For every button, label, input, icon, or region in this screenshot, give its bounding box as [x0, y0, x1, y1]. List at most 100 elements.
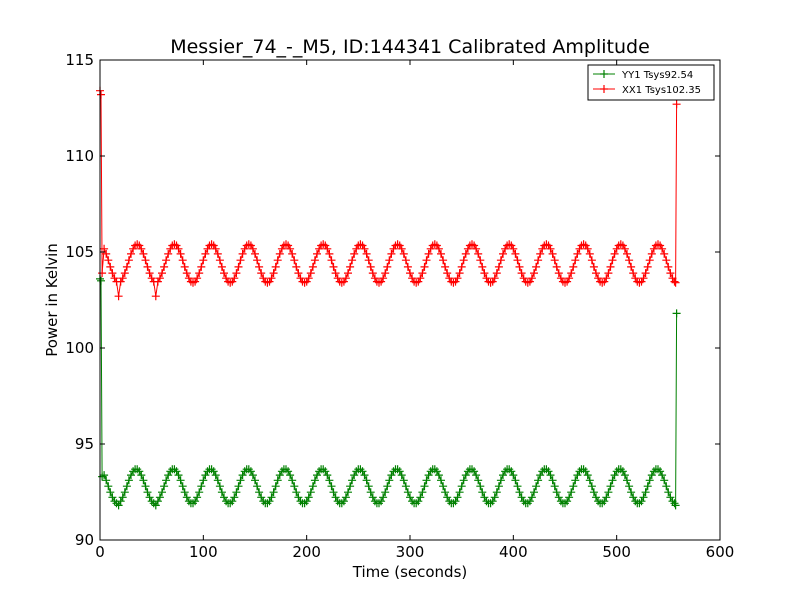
data-point-1-106 — [313, 249, 321, 258]
data-point-1-138 — [379, 274, 388, 283]
data-point-1-168 — [441, 262, 450, 271]
data-point-0-70 — [238, 471, 247, 480]
data-point-1-147 — [397, 244, 406, 253]
data-point-0-168 — [441, 488, 450, 497]
data-point-1-2 — [98, 269, 107, 278]
data-point-0-24 — [143, 488, 152, 497]
data-point-1-43 — [182, 269, 191, 278]
data-point-1-115 — [331, 269, 340, 278]
data-point-1-133 — [368, 269, 377, 278]
data-point-0-218 — [544, 467, 553, 476]
plot-area — [96, 86, 681, 510]
data-point-1-281 — [672, 100, 681, 109]
data-point-0-214 — [536, 471, 545, 480]
data-point-1-25 — [145, 269, 154, 278]
x-tick-label: 100 — [189, 543, 218, 561]
data-point-1-125 — [352, 244, 361, 253]
data-point-1-268 — [647, 249, 656, 258]
data-point-1-123 — [348, 256, 357, 265]
data-point-1-142 — [387, 249, 396, 258]
data-point-0-68 — [234, 482, 243, 491]
data-point-1-130 — [362, 249, 371, 258]
data-point-0-94 — [288, 476, 297, 485]
data-point-1-159 — [422, 256, 431, 265]
data-point-1-214 — [536, 249, 545, 258]
data-point-1-68 — [234, 262, 243, 271]
data-point-1-16 — [127, 249, 135, 258]
legend-marker-0 — [600, 70, 608, 78]
data-point-0-155 — [414, 497, 423, 506]
data-point-1-114 — [329, 262, 338, 271]
data-point-0-202 — [511, 476, 520, 485]
data-point-0-38 — [172, 467, 181, 476]
data-point-1-56 — [209, 241, 218, 250]
data-point-1-267 — [645, 256, 654, 265]
data-point-0-274 — [660, 476, 669, 485]
data-point-0-58 — [213, 476, 222, 485]
data-point-1-61 — [220, 269, 228, 278]
data-point-1-134 — [370, 274, 379, 283]
data-point-1-96 — [292, 262, 301, 271]
data-point-1-257 — [625, 256, 634, 265]
data-point-1-212 — [532, 262, 541, 271]
data-point-0-228 — [565, 493, 574, 502]
x-tick-label: 400 — [499, 543, 528, 561]
data-point-1-4 — [102, 249, 111, 258]
data-point-1-269 — [649, 244, 658, 253]
data-point-1-78 — [255, 262, 264, 271]
data-point-1-260 — [631, 274, 640, 283]
data-point-0-69 — [236, 476, 245, 485]
data-point-0-264 — [639, 493, 648, 502]
data-point-1-204 — [515, 262, 524, 271]
data-point-0-133 — [368, 493, 377, 502]
data-point-1-277 — [666, 269, 675, 278]
data-point-0-15 — [124, 476, 133, 485]
data-point-1-164 — [432, 241, 441, 250]
data-point-0-104 — [308, 482, 317, 491]
data-point-1-146 — [395, 241, 404, 250]
data-point-0-122 — [346, 482, 355, 491]
data-point-1-31 — [158, 269, 166, 278]
data-point-1-112 — [325, 249, 334, 258]
data-point-0-265 — [641, 488, 650, 497]
data-point-1-272 — [656, 241, 665, 250]
data-point-0-183 — [472, 471, 481, 480]
data-point-0-167 — [439, 482, 448, 491]
data-point-1-107 — [315, 244, 324, 253]
data-point-0-56 — [209, 467, 218, 476]
data-point-0-238 — [585, 476, 594, 485]
data-point-1-165 — [434, 244, 443, 253]
data-point-0-60 — [217, 488, 226, 497]
data-point-1-209 — [525, 277, 534, 286]
data-point-1-275 — [662, 256, 671, 265]
data-point-1-280 — [671, 278, 680, 287]
data-point-0-173 — [451, 497, 460, 506]
data-point-0-50 — [197, 482, 206, 491]
data-point-1-105 — [310, 256, 319, 265]
data-point-1-49 — [195, 269, 204, 278]
data-point-1-166 — [437, 249, 445, 258]
data-point-1-6 — [106, 262, 115, 271]
data-point-1-197 — [501, 244, 510, 253]
data-point-0-25 — [145, 493, 154, 502]
data-point-1-71 — [240, 244, 249, 253]
data-point-0-221 — [550, 482, 559, 491]
data-point-0-137 — [377, 497, 386, 506]
data-point-1-278 — [668, 274, 677, 283]
data-point-1-227 — [563, 277, 572, 286]
data-point-0-267 — [645, 476, 654, 485]
data-point-1-34 — [164, 249, 173, 258]
data-point-1-202 — [511, 249, 520, 258]
data-point-0-166 — [437, 476, 445, 485]
data-point-1-48 — [193, 274, 202, 283]
data-point-0-16 — [127, 471, 135, 480]
data-point-1-94 — [288, 249, 297, 258]
data-point-1-158 — [420, 262, 429, 271]
data-point-1-42 — [180, 262, 189, 271]
data-point-1-75 — [248, 244, 257, 253]
data-point-1-276 — [664, 262, 673, 271]
data-point-0-86 — [271, 482, 280, 491]
data-point-1-7 — [108, 269, 117, 278]
data-point-0-231 — [571, 476, 580, 485]
data-point-0-40 — [176, 476, 185, 485]
